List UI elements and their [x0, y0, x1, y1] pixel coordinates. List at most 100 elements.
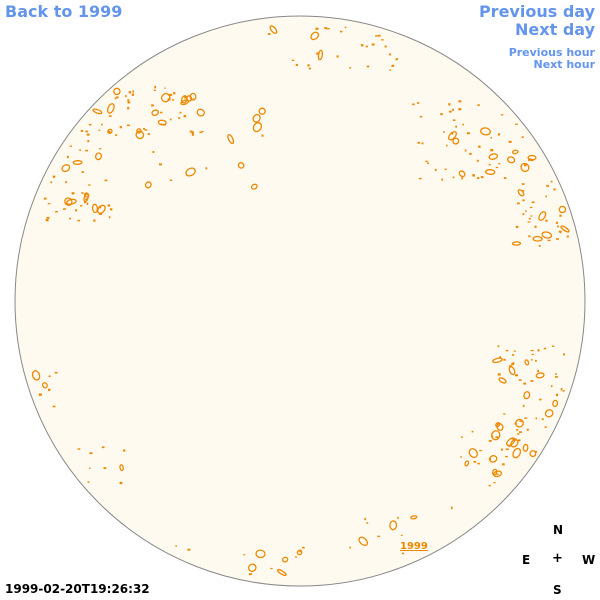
contour-mark [169, 179, 172, 181]
contour-mark [517, 202, 520, 205]
contour-mark [127, 99, 130, 102]
contour-mark [506, 437, 516, 447]
contour-mark [107, 130, 111, 133]
contour-mark [107, 103, 115, 114]
contour-mark [147, 133, 150, 136]
contour-mark [191, 133, 194, 136]
contour-mark [505, 448, 509, 451]
contour-mark [455, 125, 457, 128]
contour-mark [349, 67, 352, 69]
contour-mark [517, 439, 521, 442]
contour-mark [151, 104, 154, 107]
contour-mark [524, 359, 530, 366]
contour-mark [523, 382, 526, 385]
previous-hour-link[interactable]: Previous hour [508, 46, 595, 59]
contour-mark [515, 374, 518, 377]
contour-mark [495, 166, 499, 169]
contour-mark [250, 183, 258, 190]
contour-mark [450, 506, 453, 510]
contour-mark [519, 420, 523, 423]
compass-west: W [582, 553, 596, 567]
contour-mark [144, 129, 148, 131]
contour-mark [55, 211, 58, 213]
contour-mark [324, 27, 327, 30]
contour-mark [48, 375, 51, 377]
contour-mark [187, 548, 191, 551]
contour-mark [381, 39, 384, 41]
contour-mark [258, 107, 266, 115]
contour-mark [495, 473, 499, 475]
contour-mark [538, 211, 547, 221]
contour-mark [531, 353, 534, 355]
contour-mark [488, 163, 491, 166]
contour-mark [559, 214, 562, 217]
contour-mark [267, 33, 271, 35]
contour-mark [69, 145, 72, 147]
contour-mark [460, 456, 462, 458]
contour-mark [252, 113, 261, 123]
contour-mark [89, 123, 92, 126]
contour-mark [554, 376, 558, 378]
previous-day-link[interactable]: Previous day [478, 2, 595, 21]
contour-mark [52, 175, 56, 178]
contour-mark [52, 405, 56, 408]
contour-mark [488, 484, 491, 487]
contour-mark [478, 145, 481, 148]
contour-mark [132, 90, 134, 93]
contour-mark [514, 422, 517, 425]
contour-mark [89, 467, 91, 469]
contour-mark [179, 111, 182, 114]
contour-mark [515, 225, 519, 228]
contour-mark [366, 65, 370, 68]
contour-mark [157, 119, 167, 126]
contour-mark [98, 129, 101, 131]
contour-mark [128, 91, 131, 94]
next-hour-link[interactable]: Next hour [533, 58, 596, 71]
contour-mark [41, 382, 48, 389]
contour-mark [452, 108, 454, 111]
contour-mark [508, 366, 516, 376]
contour-mark [159, 163, 162, 166]
contour-mark [448, 131, 457, 141]
contour-mark [269, 25, 278, 34]
contour-mark [443, 131, 445, 133]
contour-mark [522, 404, 525, 407]
contour-mark [86, 202, 89, 205]
contour-mark [295, 63, 298, 66]
contour-mark [315, 27, 319, 30]
contour-mark [126, 124, 130, 127]
contour-mark [169, 118, 172, 121]
contour-mark [502, 463, 505, 466]
contour-mark [189, 130, 193, 133]
contour-mark [160, 111, 163, 114]
contour-mark [527, 221, 531, 223]
contour-mark [563, 353, 565, 356]
contour-mark [479, 449, 482, 452]
contour-mark [508, 444, 511, 447]
contour-mark [524, 164, 527, 167]
contour-mark [410, 515, 418, 520]
contour-mark [80, 129, 84, 132]
contour-mark [291, 59, 295, 61]
contour-mark [48, 388, 51, 391]
contour-mark [489, 455, 498, 463]
contour-mark [255, 549, 266, 559]
contour-mark [299, 551, 302, 553]
contour-mark [77, 219, 81, 222]
contour-mark [172, 99, 175, 101]
contour-mark [108, 216, 111, 219]
contour-mark [88, 184, 91, 186]
contour-mark [389, 69, 392, 71]
contour-mark [38, 393, 42, 396]
next-day-link[interactable]: Next day [515, 20, 595, 39]
contour-mark [535, 417, 538, 420]
contour-mark [237, 162, 245, 169]
year-marker-link[interactable]: 1999 [400, 541, 428, 552]
contour-mark [47, 203, 51, 205]
contour-mark [452, 176, 455, 179]
contour-mark [493, 482, 496, 484]
contour-mark [98, 206, 102, 209]
back-to-year-link[interactable]: Back to 1999 [5, 2, 123, 21]
contour-mark [425, 160, 429, 162]
contour-mark [270, 567, 273, 570]
